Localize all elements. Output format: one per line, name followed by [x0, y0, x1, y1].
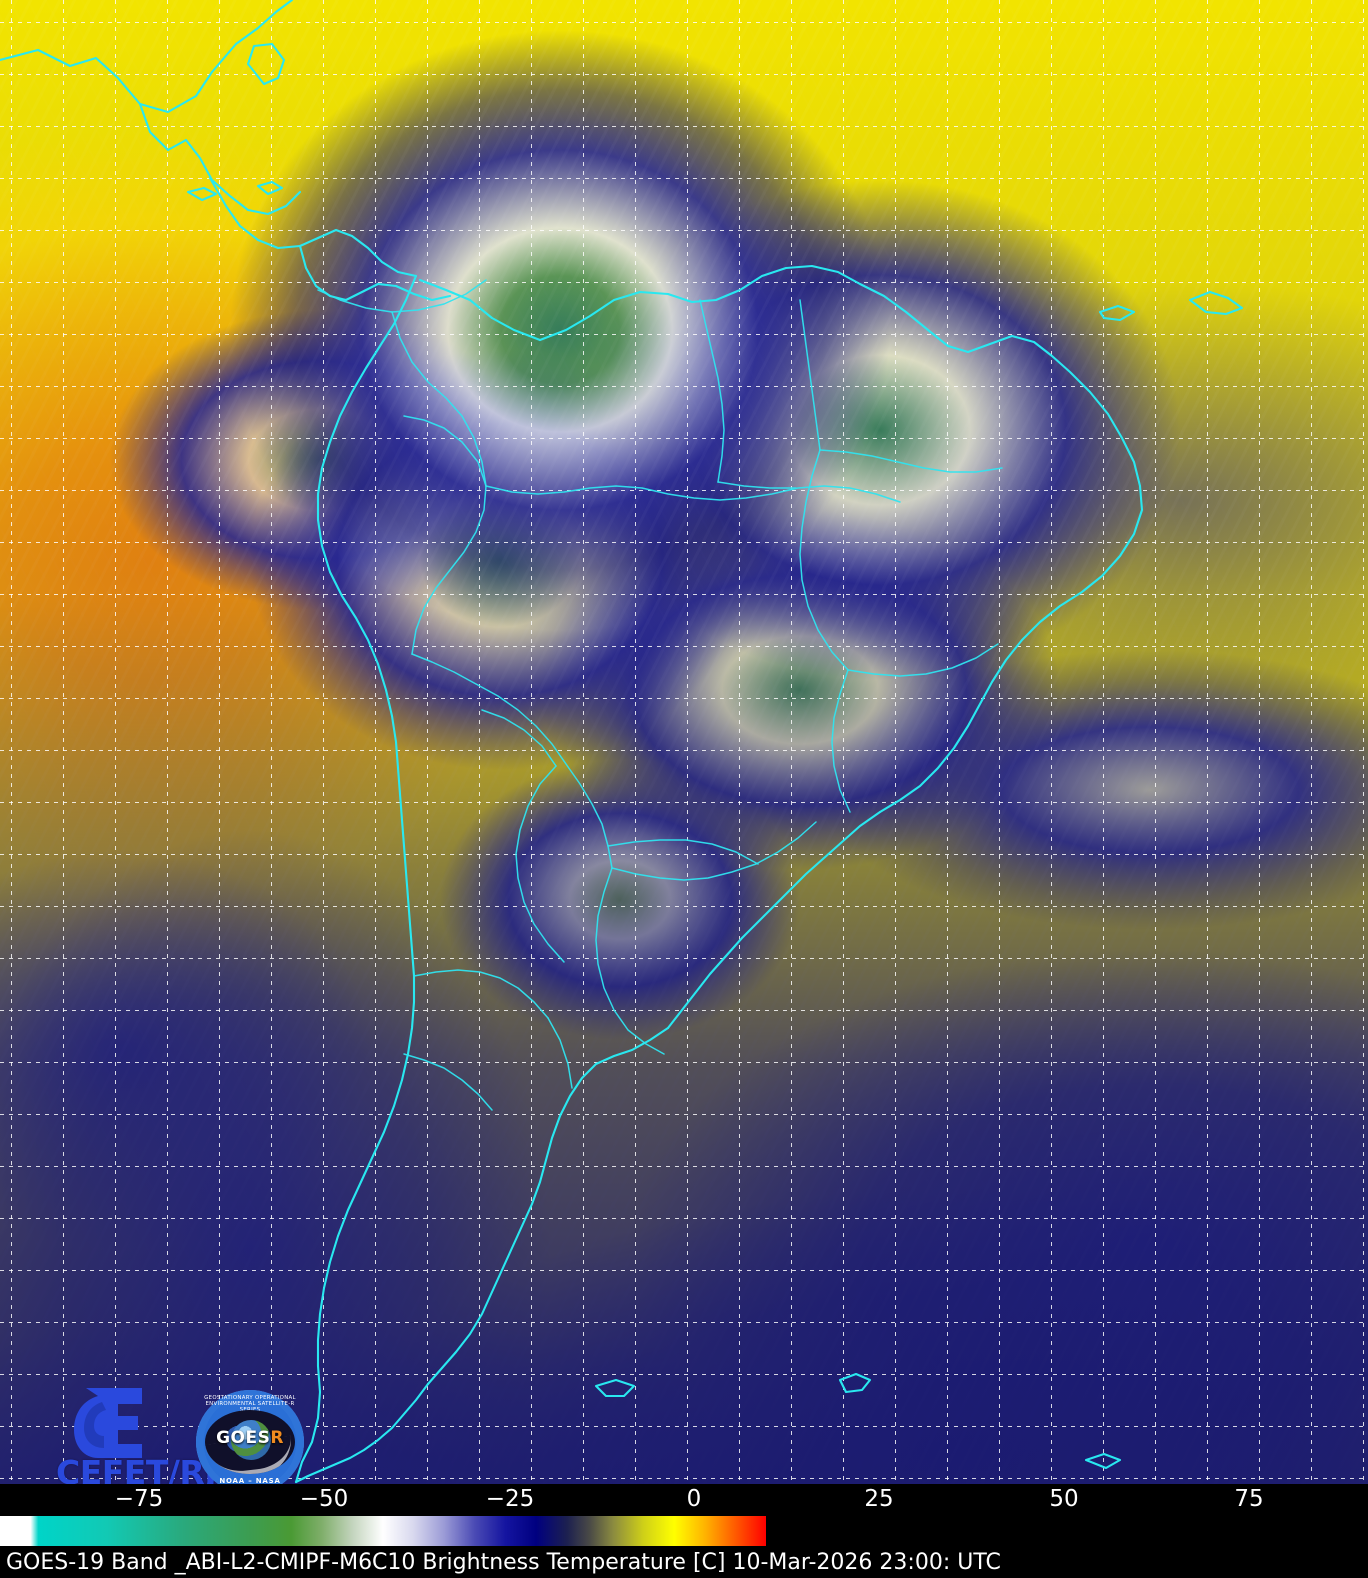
- gridline-horizontal: [0, 74, 1368, 75]
- gridline-horizontal: [0, 1010, 1368, 1011]
- axis-tick-label: −75: [114, 1486, 164, 1512]
- gridline-vertical: [115, 0, 116, 1484]
- gridline-horizontal: [0, 1062, 1368, 1063]
- longitude-axis: −75 −50 −25 0 25 50 75: [0, 1484, 1368, 1514]
- goes-r-logo-title-goes: GOES: [216, 1428, 271, 1448]
- gridline-horizontal: [0, 542, 1368, 543]
- gridline-vertical: [375, 0, 376, 1484]
- gridline-vertical: [11, 0, 12, 1484]
- gridline-vertical: [1363, 0, 1364, 1484]
- goes-r-logo-title: GOESR: [196, 1428, 304, 1448]
- gridline-vertical: [1155, 0, 1156, 1484]
- satellite-map-panel[interactable]: CEFET/RJ GEOSTATIONARY OPERATIONAL ENVIR…: [0, 0, 1368, 1484]
- gridline-horizontal: [0, 22, 1368, 23]
- gridline-vertical: [63, 0, 64, 1484]
- gridline-horizontal: [0, 1478, 1368, 1479]
- southern-ocean-layer: [0, 0, 1368, 1484]
- gridline-vertical: [1259, 0, 1260, 1484]
- gridline-vertical: [895, 0, 896, 1484]
- gridline-horizontal: [0, 1374, 1368, 1375]
- goes-r-logo: GEOSTATIONARY OPERATIONAL ENVIRONMENTAL …: [196, 1390, 304, 1484]
- axis-tick-label: 75: [1234, 1486, 1264, 1512]
- gridline-horizontal: [0, 230, 1368, 231]
- gridline-vertical: [843, 0, 844, 1484]
- axis-tick-label: 0: [686, 1486, 702, 1512]
- gridline-horizontal: [0, 1426, 1368, 1427]
- graticule-grid: [0, 0, 1368, 1484]
- colorbar-row: [0, 1514, 1368, 1548]
- gridline-horizontal: [0, 386, 1368, 387]
- gridline-horizontal: [0, 802, 1368, 803]
- gridline-vertical: [427, 0, 428, 1484]
- gridline-horizontal: [0, 126, 1368, 127]
- gridline-vertical: [583, 0, 584, 1484]
- gridline-vertical: [219, 0, 220, 1484]
- gridline-vertical: [1103, 0, 1104, 1484]
- gridline-vertical: [947, 0, 948, 1484]
- gridline-vertical: [271, 0, 272, 1484]
- gridline-horizontal: [0, 490, 1368, 491]
- gridline-horizontal: [0, 958, 1368, 959]
- gridline-vertical: [635, 0, 636, 1484]
- caption-row: GOES-19 Band _ABI-L2-CMIPF-M6C10 Brightn…: [0, 1548, 1368, 1578]
- axis-tick-label: 50: [1049, 1486, 1079, 1512]
- axis-tick-label: 25: [864, 1486, 894, 1512]
- gridline-horizontal: [0, 646, 1368, 647]
- gridline-horizontal: [0, 1322, 1368, 1323]
- axis-tick-label: −50: [299, 1486, 349, 1512]
- gridline-vertical: [1207, 0, 1208, 1484]
- gridline-vertical: [1311, 0, 1312, 1484]
- gridline-horizontal: [0, 1114, 1368, 1115]
- gridline-vertical: [1051, 0, 1052, 1484]
- gridline-vertical: [479, 0, 480, 1484]
- gridline-horizontal: [0, 178, 1368, 179]
- coastline-overlay: [0, 0, 1244, 1484]
- gridline-vertical: [323, 0, 324, 1484]
- earth-icon: [231, 1420, 271, 1460]
- gridline-vertical: [687, 0, 688, 1484]
- gridline-vertical: [791, 0, 792, 1484]
- gridline-vertical: [167, 0, 168, 1484]
- gridline-horizontal: [0, 698, 1368, 699]
- gridline-horizontal: [0, 1218, 1368, 1219]
- gridline-horizontal: [0, 282, 1368, 283]
- ir-brightness-temperature-colorbar[interactable]: [0, 1516, 766, 1546]
- gridline-vertical: [999, 0, 1000, 1484]
- gridline-horizontal: [0, 438, 1368, 439]
- gridline-horizontal: [0, 594, 1368, 595]
- gridline-horizontal: [0, 1166, 1368, 1167]
- gridline-vertical: [531, 0, 532, 1484]
- gridline-horizontal: [0, 854, 1368, 855]
- product-caption: GOES-19 Band _ABI-L2-CMIPF-M6C10 Brightn…: [6, 1550, 1001, 1575]
- goes-r-logo-agencies: NOAA – NASA: [219, 1477, 281, 1484]
- axis-tick-label: −25: [485, 1486, 535, 1512]
- cefet-emblem-icon: [74, 1388, 142, 1458]
- gridline-vertical: [739, 0, 740, 1484]
- goes-r-logo-space-oval: [205, 1410, 295, 1474]
- gridline-horizontal: [0, 750, 1368, 751]
- gridline-horizontal: [0, 906, 1368, 907]
- gridline-horizontal: [0, 334, 1368, 335]
- cefet-rj-logo: CEFET/RJ: [56, 1382, 217, 1484]
- gridline-horizontal: [0, 1270, 1368, 1271]
- cefet-rj-logo-text: CEFET/RJ: [56, 1453, 217, 1484]
- goes-r-logo-title-r: R: [270, 1428, 284, 1448]
